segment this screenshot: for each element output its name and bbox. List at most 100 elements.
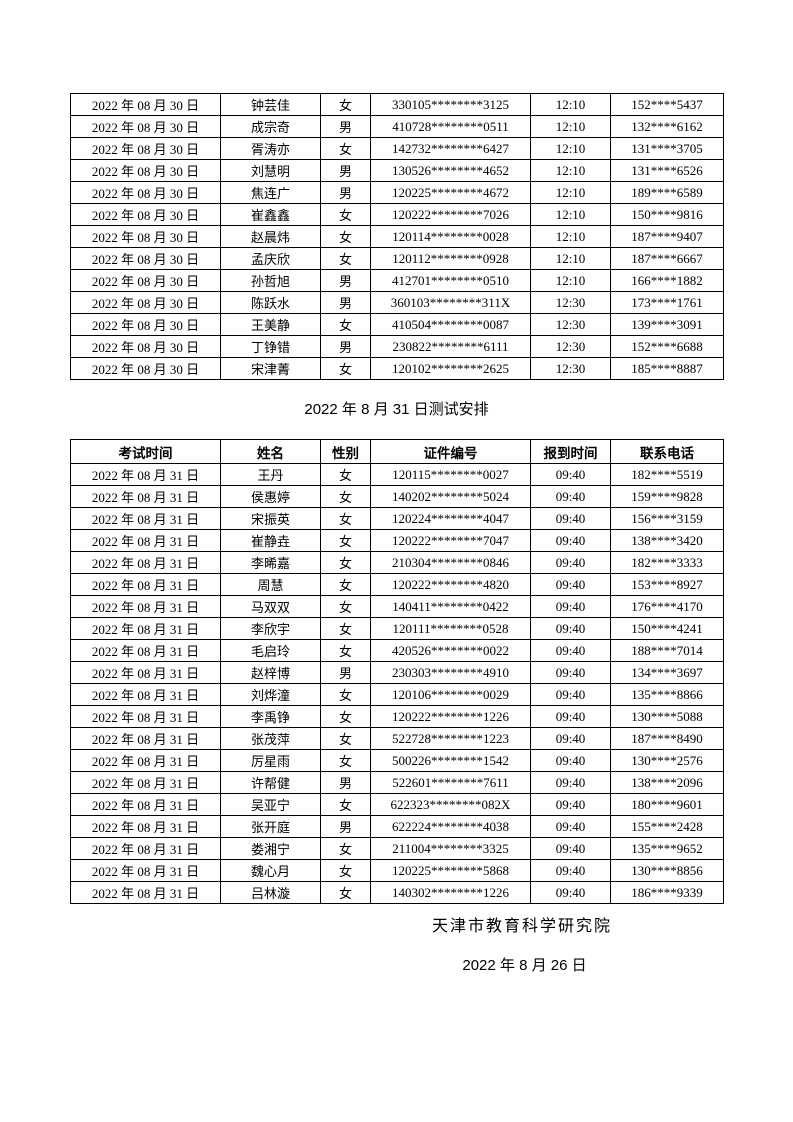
cell-gender: 男 (320, 181, 371, 204)
cell-phone: 187****6667 (610, 247, 724, 270)
table-row: 2022 年 08 月 31 日娄湘宁女 211004********3325 09… (70, 837, 724, 860)
cell-phone: 131****6526 (610, 159, 724, 182)
cell-report-time: 09:40 (530, 705, 611, 728)
cell-report-time: 09:40 (530, 815, 611, 838)
cell-id-number: 330105********3125 (370, 93, 531, 116)
cell-id-number: 500226********1542 (370, 749, 531, 772)
cell-name: 宋津菁 (220, 357, 321, 380)
cell-name: 李欣宇 (220, 617, 321, 640)
cell-phone: 135****8866 (610, 683, 724, 706)
cell-id-number: 120222********4820 (370, 573, 531, 596)
cell-name: 李晞嘉 (220, 551, 321, 574)
table-row: 2022 年 08 月 31 日刘烨潼女 120106********0029 09… (70, 683, 724, 706)
cell-gender: 女 (320, 837, 371, 860)
cell-phone: 130****8856 (610, 859, 724, 882)
cell-report-time: 09:40 (530, 793, 611, 816)
cell-gender: 女 (320, 225, 371, 248)
cell-date: 2022 年 08 月 30 日 (70, 291, 221, 314)
cell-report-time: 09:40 (530, 617, 611, 640)
table-row: 2022 年 08 月 31 日许帮健男 522601********7611 09… (70, 771, 724, 794)
cell-name: 钟芸佳 (220, 93, 321, 116)
cell-id-number: 120111********0528 (370, 617, 531, 640)
cell-phone: 186****9339 (610, 881, 724, 904)
cell-gender: 女 (320, 93, 371, 116)
cell-id-number: 211004********3325 (370, 837, 531, 860)
cell-gender: 女 (320, 793, 371, 816)
cell-report-time: 12:10 (530, 181, 611, 204)
cell-gender: 女 (320, 137, 371, 160)
table-row: 2022 年 08 月 31 日侯惠婷女 140202********5024 09… (70, 485, 724, 508)
table-row: 2022 年 08 月 31 日李欣宇女 120111********0528 09… (70, 617, 724, 640)
cell-date: 2022 年 08 月 31 日 (70, 859, 221, 882)
cell-id-number: 410728********0511 (370, 115, 531, 138)
cell-date: 2022 年 08 月 30 日 (70, 93, 221, 116)
cell-report-time: 09:40 (530, 683, 611, 706)
cell-gender: 女 (320, 617, 371, 640)
cell-gender: 女 (320, 683, 371, 706)
cell-report-time: 12:10 (530, 137, 611, 160)
cell-name: 王丹 (220, 463, 321, 486)
table-row: 2022 年 08 月 31 日宋振英女 120224********4047 09… (70, 507, 724, 530)
table-row: 2022 年 08 月 30 日崔鑫鑫女 120222********7026 12… (70, 203, 724, 226)
cell-name: 李禹铮 (220, 705, 321, 728)
cell-id-number: 410504********0087 (370, 313, 531, 336)
table-row: 2022 年 08 月 31 日张开庭男 622224********4038 09… (70, 815, 724, 838)
cell-report-time: 09:40 (530, 749, 611, 772)
cell-gender: 男 (320, 115, 371, 138)
table-row: 2022 年 08 月 30 日陈跃水男 360103********311X 12… (70, 291, 724, 314)
table-row: 2022 年 08 月 31 日崔静垚女 120222********7047 09… (70, 529, 724, 552)
cell-name: 马双双 (220, 595, 321, 618)
cell-phone: 150****9816 (610, 203, 724, 226)
cell-report-time: 09:40 (530, 551, 611, 574)
cell-report-time: 12:10 (530, 225, 611, 248)
cell-name: 刘烨潼 (220, 683, 321, 706)
cell-date: 2022 年 08 月 30 日 (70, 357, 221, 380)
cell-phone: 176****4170 (610, 595, 724, 618)
cell-id-number: 120222********7047 (370, 529, 531, 552)
col-header-gender: 性别 (320, 439, 371, 464)
cell-date: 2022 年 08 月 30 日 (70, 313, 221, 336)
cell-date: 2022 年 08 月 31 日 (70, 617, 221, 640)
cell-gender: 女 (320, 639, 371, 662)
cell-report-time: 09:40 (530, 485, 611, 508)
cell-date: 2022 年 08 月 31 日 (70, 793, 221, 816)
cell-phone: 185****8887 (610, 357, 724, 380)
cell-id-number: 140411********0422 (370, 595, 531, 618)
cell-report-time: 12:10 (530, 269, 611, 292)
cell-gender: 女 (320, 595, 371, 618)
table-row: 2022 年 08 月 30 日赵晨炜女 120114********0028 12… (70, 225, 724, 248)
cell-name: 毛启玲 (220, 639, 321, 662)
cell-name: 张茂萍 (220, 727, 321, 750)
cell-phone: 156****3159 (610, 507, 724, 530)
cell-gender: 女 (320, 749, 371, 772)
cell-id-number: 360103********311X (370, 291, 531, 314)
cell-report-time: 09:40 (530, 771, 611, 794)
cell-id-number: 120115********0027 (370, 463, 531, 486)
table-row: 2022 年 08 月 30 日钟芸佳女 330105********3125 12… (70, 93, 724, 116)
cell-name: 孟庆欣 (220, 247, 321, 270)
cell-date: 2022 年 08 月 30 日 (70, 247, 221, 270)
cell-date: 2022 年 08 月 30 日 (70, 181, 221, 204)
cell-name: 吴亚宁 (220, 793, 321, 816)
schedule-table-aug31: 考试时间 姓名 性别 证件编号 报到时间 联系电话 2022 年 08 月 31… (70, 439, 724, 904)
cell-gender: 女 (320, 463, 371, 486)
cell-name: 宋振英 (220, 507, 321, 530)
cell-phone: 187****9407 (610, 225, 724, 248)
table-row: 2022 年 08 月 30 日焦连广男 120225********4672 12… (70, 181, 724, 204)
cell-phone: 187****8490 (610, 727, 724, 750)
cell-id-number: 210304********0846 (370, 551, 531, 574)
cell-report-time: 09:40 (530, 507, 611, 530)
table-row: 2022 年 08 月 31 日吕林漩女 140302********1226 09… (70, 881, 724, 904)
cell-gender: 男 (320, 661, 371, 684)
cell-gender: 男 (320, 269, 371, 292)
cell-id-number: 120222********7026 (370, 203, 531, 226)
table-row: 2022 年 08 月 31 日李禹铮女 120222********1226 09… (70, 705, 724, 728)
cell-name: 焦连广 (220, 181, 321, 204)
table-row: 2022 年 08 月 30 日孟庆欣女 120112********0928 12… (70, 247, 724, 270)
cell-phone: 150****4241 (610, 617, 724, 640)
cell-report-time: 12:10 (530, 93, 611, 116)
cell-date: 2022 年 08 月 31 日 (70, 551, 221, 574)
col-header-id-number: 证件编号 (370, 439, 531, 464)
cell-report-time: 12:30 (530, 335, 611, 358)
